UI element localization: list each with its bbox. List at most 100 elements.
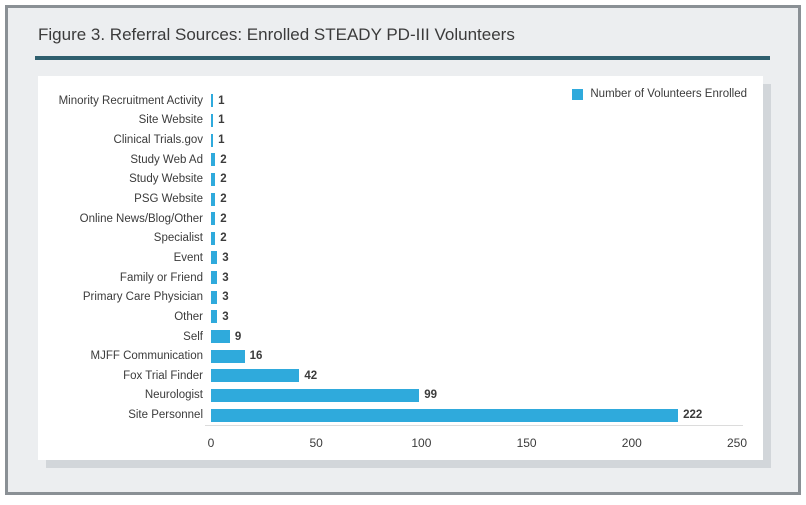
value-label: 99	[424, 389, 438, 402]
bar-track: 1	[211, 111, 737, 131]
chart-panel: Number of Volunteers Enrolled Minority R…	[38, 76, 763, 460]
bar-row: Study Website 2	[38, 170, 737, 190]
bar-track: 3	[211, 287, 737, 307]
bar-row: Online News/Blog/Other 2	[38, 209, 737, 229]
x-tick-label: 250	[726, 436, 748, 450]
x-tick-label: 0	[207, 436, 215, 450]
value-label: 1	[218, 94, 225, 107]
bar	[211, 330, 230, 343]
figure-frame: Figure 3. Referral Sources: Enrolled STE…	[5, 5, 801, 495]
title-divider	[35, 56, 770, 60]
bar-row: Clinical Trials.gov 1	[38, 130, 737, 150]
category-label: Minority Recruitment Activity	[58, 94, 203, 107]
x-axis: 0 50 100 150 200 250	[205, 425, 747, 455]
bar-track: 222	[211, 405, 737, 425]
bar-track: 3	[211, 307, 737, 327]
x-axis-ticks: 0 50 100 150 200 250	[207, 426, 747, 455]
bar-track: 42	[211, 366, 737, 386]
bar	[211, 133, 214, 147]
value-label: 16	[249, 350, 263, 363]
figure-title: Figure 3. Referral Sources: Enrolled STE…	[38, 25, 515, 44]
category-label: Site Website	[138, 114, 203, 127]
category-label: Study Web Ad	[130, 153, 203, 166]
bar-track: 99	[211, 386, 737, 406]
value-label: 42	[304, 369, 318, 382]
chart-legend: Number of Volunteers Enrolled	[572, 88, 747, 100]
bar	[211, 271, 218, 285]
value-label: 9	[234, 330, 242, 343]
bar	[211, 310, 218, 324]
bar	[211, 290, 218, 304]
value-label: 2	[220, 212, 227, 225]
legend-swatch-icon	[572, 88, 584, 100]
category-label: Study Website	[129, 173, 203, 186]
category-label: Online News/Blog/Other	[79, 212, 203, 225]
bar	[211, 212, 216, 226]
bar-row: Family or Friend 3	[38, 268, 737, 288]
category-label: Primary Care Physician	[82, 291, 203, 304]
value-label: 2	[220, 173, 227, 186]
value-label: 3	[222, 271, 229, 284]
bar	[211, 251, 218, 265]
value-label: 222	[683, 409, 703, 422]
category-label: Event	[173, 251, 203, 264]
bar-track: 2	[211, 209, 737, 229]
x-tick-label: 50	[309, 436, 323, 450]
value-label: 2	[220, 232, 227, 245]
bar-track: 3	[211, 248, 737, 268]
bar-track: 16	[211, 346, 737, 366]
x-tick-label: 150	[516, 436, 537, 450]
value-label: 2	[220, 193, 227, 206]
bar-row: MJFF Communication 16	[38, 346, 737, 366]
x-tick-label: 100	[411, 436, 432, 450]
bar-row: Minority Recruitment Activity 1	[38, 91, 737, 111]
bar-row: Other 3	[38, 307, 737, 327]
bar-track: 2	[211, 189, 737, 209]
bar	[211, 369, 300, 383]
value-label: 1	[218, 114, 225, 127]
bar-track: 2	[211, 170, 737, 190]
bar-row: Site Personnel 222	[38, 405, 737, 425]
category-label: Specialist	[153, 232, 203, 245]
bar	[211, 94, 214, 108]
bar	[211, 192, 216, 206]
chart-rows: Minority Recruitment Activity 1 Site Websi…	[38, 91, 737, 425]
bar-track: 9	[211, 327, 737, 347]
value-label: 2	[220, 153, 227, 166]
category-label: Family or Friend	[119, 271, 203, 284]
category-label: Site Personnel	[128, 409, 203, 422]
bar-track: 1	[211, 130, 737, 150]
category-label: Fox Trial Finder	[123, 369, 203, 382]
x-tick-label: 200	[621, 436, 642, 450]
bar-row: Specialist 2	[38, 228, 737, 248]
category-label: PSG Website	[134, 193, 203, 206]
bar	[211, 113, 214, 127]
value-label: 3	[222, 251, 229, 264]
bar	[211, 349, 245, 363]
bar	[211, 231, 216, 245]
bar	[211, 172, 216, 186]
bar-row: PSG Website 2	[38, 189, 737, 209]
bar	[211, 408, 679, 422]
bar-row: Study Web Ad 2	[38, 150, 737, 170]
bar-row: Self 9	[38, 327, 737, 347]
bar-track: 2	[211, 150, 737, 170]
legend-label: Number of Volunteers Enrolled	[590, 88, 747, 100]
bar	[211, 153, 216, 167]
bar-track: 2	[211, 228, 737, 248]
value-label: 3	[222, 291, 229, 304]
category-label: MJFF Communication	[90, 350, 203, 363]
category-label: Self	[183, 330, 203, 343]
category-label: Other	[174, 310, 203, 323]
category-label: Neurologist	[144, 389, 203, 402]
bar	[211, 388, 420, 402]
category-label: Clinical Trials.gov	[113, 134, 203, 147]
bar-track: 3	[211, 268, 737, 288]
value-label: 3	[222, 310, 229, 323]
bar-row: Neurologist 99	[38, 386, 737, 406]
bar-row: Fox Trial Finder 42	[38, 366, 737, 386]
bar-row: Primary Care Physician 3	[38, 287, 737, 307]
bar-row: Event 3	[38, 248, 737, 268]
bar-track: 1	[211, 91, 737, 111]
value-label: 1	[218, 134, 225, 147]
